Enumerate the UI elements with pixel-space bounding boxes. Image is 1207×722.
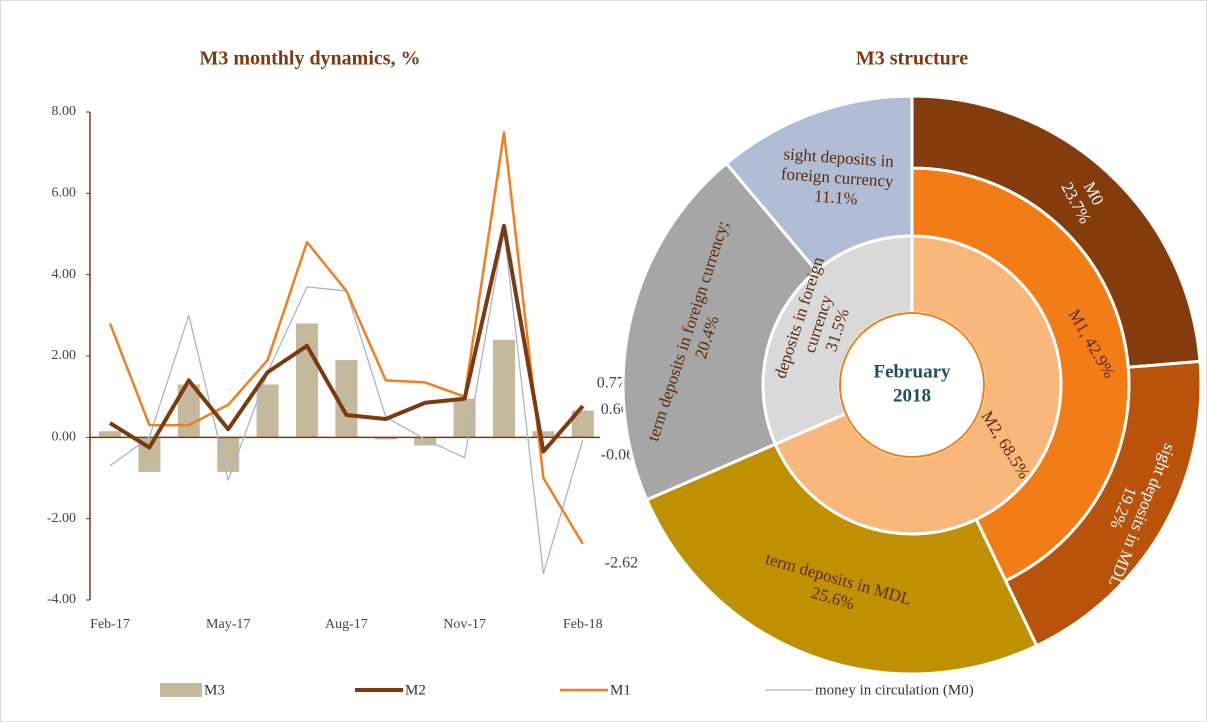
bar bbox=[453, 398, 476, 438]
line-series bbox=[108, 131, 584, 545]
x-tick-label: Feb-17 bbox=[90, 617, 130, 632]
bar bbox=[296, 323, 318, 438]
center-hole bbox=[839, 312, 985, 458]
legend-label: M3 bbox=[204, 682, 225, 698]
chart-title: M3 structure bbox=[856, 48, 968, 70]
center-label: February bbox=[873, 361, 951, 382]
bar bbox=[493, 339, 515, 438]
bar bbox=[374, 437, 397, 440]
x-tick-label: Aug-17 bbox=[325, 617, 368, 632]
y-tick-label: 8.00 bbox=[52, 104, 77, 119]
wedge bbox=[621, 161, 819, 502]
legend-label: money in circulation (M0) bbox=[815, 682, 974, 698]
x-tick-label: Nov-17 bbox=[443, 617, 486, 632]
legend-label: M1 bbox=[610, 682, 631, 698]
data-label: -0.06 bbox=[601, 446, 634, 463]
y-tick-label: 0.00 bbox=[52, 430, 77, 445]
bar bbox=[99, 431, 121, 438]
wedge bbox=[644, 442, 1039, 676]
bar bbox=[532, 431, 555, 438]
bar bbox=[414, 437, 437, 446]
chart-title: M3 monthly dynamics, % bbox=[199, 48, 420, 70]
y-tick-label: -4.00 bbox=[47, 592, 76, 607]
data-label: 0.66 bbox=[601, 401, 629, 418]
legend-label: M2 bbox=[405, 682, 426, 698]
center-label: 2018 bbox=[893, 385, 931, 406]
y-tick-label: 4.00 bbox=[52, 267, 77, 282]
x-tick-label: Feb-18 bbox=[563, 617, 603, 632]
data-label: -2.62 bbox=[605, 555, 638, 572]
wedge bbox=[724, 94, 914, 273]
data-label: 0.77 bbox=[597, 375, 625, 392]
bar bbox=[335, 360, 358, 438]
bar bbox=[571, 410, 594, 438]
segment-label-line: 11.1% bbox=[814, 187, 859, 209]
y-tick-label: 2.00 bbox=[52, 348, 77, 363]
y-tick-label: 6.00 bbox=[52, 186, 77, 201]
line-series bbox=[108, 223, 585, 454]
bar bbox=[217, 437, 240, 472]
x-tick-label: May-17 bbox=[206, 617, 250, 632]
bar bbox=[256, 384, 279, 438]
y-tick-label: -2.00 bbox=[47, 511, 76, 526]
legend-swatch bbox=[160, 683, 202, 697]
